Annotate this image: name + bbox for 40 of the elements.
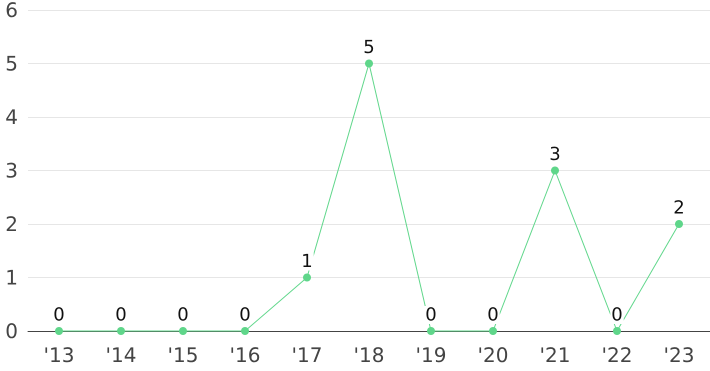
x-tick-label: '19 [416,343,446,367]
point [117,327,125,335]
data-label: 3 [549,144,561,165]
point [55,327,63,335]
point [179,327,187,335]
y-tick-label: 4 [5,105,18,129]
data-label: 0 [239,304,251,326]
data-label: 5 [363,37,375,58]
y-tick-label: 2 [5,212,18,236]
x-tick-label: '22 [602,343,632,367]
point [427,327,435,335]
x-tick-label: '16 [230,343,260,367]
x-tick-label: '15 [168,343,198,367]
x-tick-label: '14 [106,343,136,367]
x-tick-label: '23 [664,343,694,367]
x-tick-label: '21 [540,343,570,367]
data-label: 2 [673,198,685,218]
data-label: 0 [115,304,127,326]
point [489,327,497,335]
point [551,166,559,174]
point [241,327,249,335]
data-label: 0 [487,304,499,326]
x-tick-label: '18 [354,343,384,367]
point [675,220,683,228]
y-tick-label: 0 [5,319,18,343]
y-tick-label: 3 [5,158,18,182]
y-tick-label: 6 [5,0,18,22]
point [613,327,621,335]
y-tick-label: 5 [5,52,18,76]
x-tick-label: '17 [292,343,322,367]
y-tick-label: 1 [5,266,18,290]
point [365,60,373,68]
point [303,274,311,282]
data-label: 0 [53,304,65,326]
data-label: 0 [611,304,623,326]
x-tick-label: '20 [478,343,508,367]
x-tick-label: '13 [44,343,74,367]
data-label: 1 [301,251,313,272]
data-label: 0 [425,304,437,326]
data-label: 0 [177,304,189,326]
